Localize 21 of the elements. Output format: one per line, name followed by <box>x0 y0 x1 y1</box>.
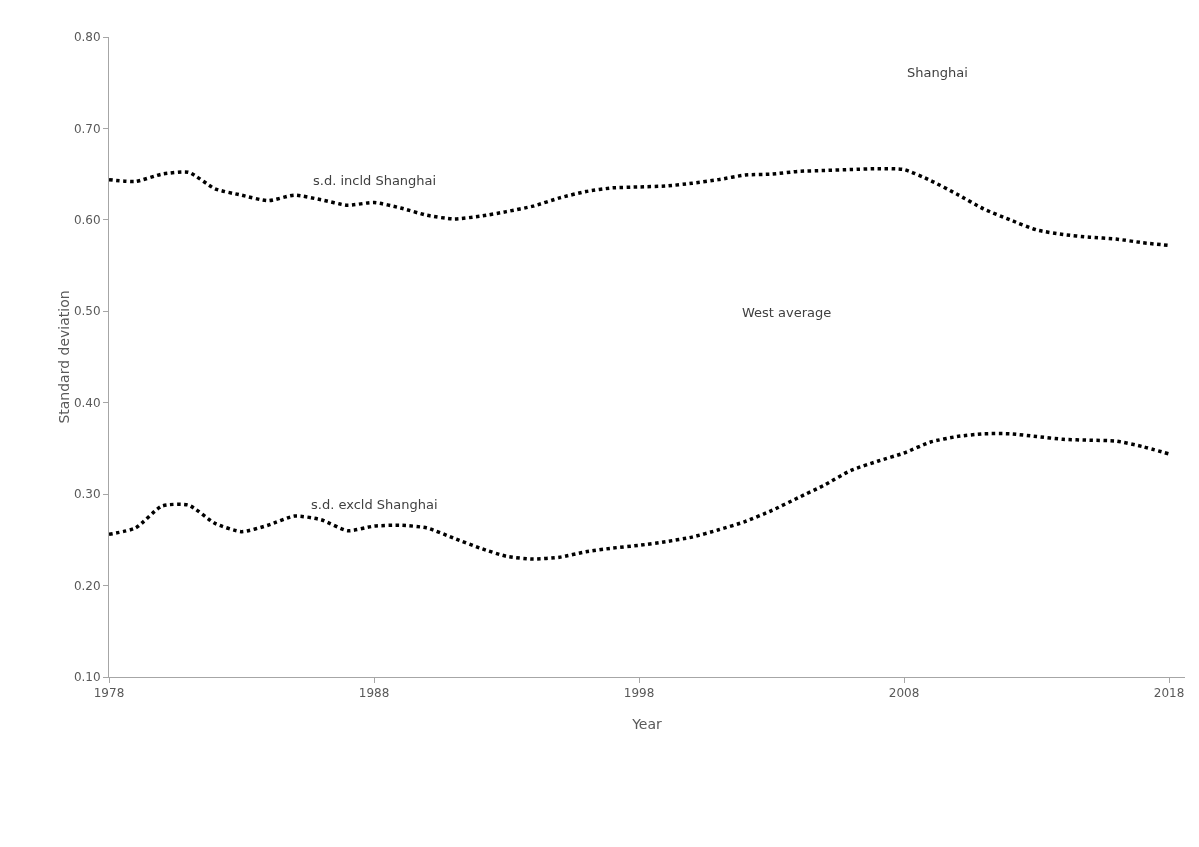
annotation: West average <box>742 305 832 320</box>
y-tick-label: 0.20 <box>73 578 101 593</box>
x-tick-label: 2018 <box>1153 686 1185 701</box>
y-tick-label: 0.40 <box>73 395 101 410</box>
y-tick-label: 0.30 <box>73 487 101 502</box>
series-label: s.d. incld Shanghai <box>313 173 437 188</box>
y-tick-label: 0.60 <box>73 213 101 228</box>
x-tick-label: 1998 <box>623 686 655 701</box>
y-tick-label: 0.50 <box>73 304 101 319</box>
x-tick-label: 1978 <box>93 686 125 701</box>
y-tick-label: 0.80 <box>73 30 101 45</box>
x-tick-label: 2008 <box>888 686 920 701</box>
series-label: s.d. excld Shanghai <box>311 497 438 512</box>
annotation: Shanghai <box>907 65 968 80</box>
y-tick-label: 0.70 <box>73 121 101 136</box>
x-axis-title: Year <box>631 716 663 732</box>
x-tick-label: 1988 <box>358 686 390 701</box>
line-series <box>109 166 1171 248</box>
y-axis-title: Standard deviation <box>55 290 72 424</box>
y-tick-label: 0.10 <box>73 670 101 685</box>
line-series <box>109 431 1171 561</box>
